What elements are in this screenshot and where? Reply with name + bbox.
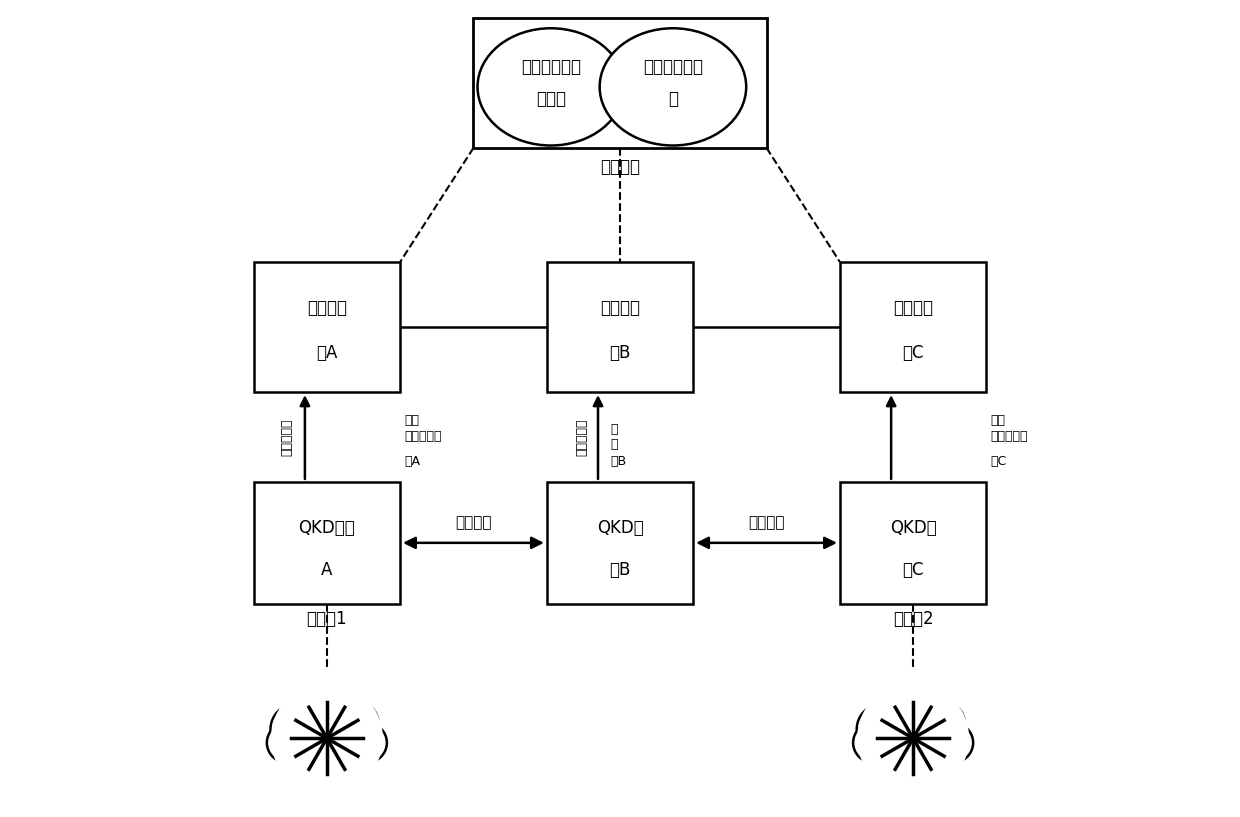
- Text: 密钥管理: 密钥管理: [306, 298, 347, 316]
- Text: 密钥生成控制: 密钥生成控制: [521, 57, 580, 75]
- Text: QKD设备: QKD设备: [299, 519, 355, 538]
- Text: QKD设: QKD设: [890, 519, 936, 538]
- Text: 量子密钥节: 量子密钥节: [575, 418, 588, 456]
- Ellipse shape: [477, 29, 624, 145]
- Text: 量子信道: 量子信道: [455, 515, 492, 530]
- Ellipse shape: [600, 29, 746, 145]
- Text: 密钥管理: 密钥管理: [893, 298, 934, 316]
- Text: 量子密钥节: 量子密钥节: [404, 431, 441, 444]
- Circle shape: [329, 699, 379, 750]
- Circle shape: [286, 734, 331, 779]
- Circle shape: [934, 723, 973, 762]
- FancyBboxPatch shape: [254, 262, 401, 392]
- Circle shape: [873, 734, 918, 779]
- FancyBboxPatch shape: [547, 482, 693, 604]
- FancyBboxPatch shape: [547, 262, 693, 392]
- Text: 点C: 点C: [991, 455, 1007, 468]
- Circle shape: [880, 687, 937, 744]
- Text: 城域网1: 城域网1: [306, 610, 347, 628]
- Text: 点A: 点A: [404, 455, 420, 468]
- Text: 服务器: 服务器: [536, 90, 565, 108]
- Text: 机C: 机C: [903, 344, 924, 362]
- Text: 密钥管理: 密钥管理: [600, 298, 640, 316]
- FancyBboxPatch shape: [839, 262, 986, 392]
- FancyBboxPatch shape: [474, 18, 766, 148]
- Circle shape: [270, 704, 321, 754]
- Circle shape: [270, 682, 383, 794]
- Text: A: A: [321, 560, 332, 578]
- Circle shape: [317, 734, 363, 779]
- Text: 机A: 机A: [316, 344, 337, 362]
- Text: 机B: 机B: [609, 344, 631, 362]
- Text: 密钥路由服务: 密钥路由服务: [642, 57, 703, 75]
- Circle shape: [915, 699, 965, 750]
- Text: QKD设: QKD设: [596, 519, 644, 538]
- Circle shape: [904, 734, 949, 779]
- Text: 量子密钥节: 量子密钥节: [991, 431, 1028, 444]
- FancyBboxPatch shape: [839, 482, 986, 604]
- Circle shape: [294, 687, 351, 744]
- Circle shape: [857, 704, 906, 754]
- Text: 服务器端: 服务器端: [600, 158, 640, 176]
- Circle shape: [267, 723, 306, 762]
- Text: 备B: 备B: [609, 560, 631, 578]
- Circle shape: [347, 723, 387, 762]
- Circle shape: [853, 723, 893, 762]
- Text: 接入: 接入: [991, 414, 1006, 427]
- Text: 接入: 接入: [404, 414, 419, 427]
- Circle shape: [857, 682, 970, 794]
- Text: 量子信道: 量子信道: [748, 515, 785, 530]
- Text: 中
继: 中 继: [610, 423, 618, 451]
- Text: 城域网2: 城域网2: [893, 610, 934, 628]
- Text: 备C: 备C: [903, 560, 924, 578]
- Text: 器: 器: [668, 90, 678, 108]
- Text: 量子密钥节: 量子密钥节: [280, 418, 294, 456]
- Text: 点B: 点B: [610, 455, 626, 468]
- FancyBboxPatch shape: [254, 482, 401, 604]
